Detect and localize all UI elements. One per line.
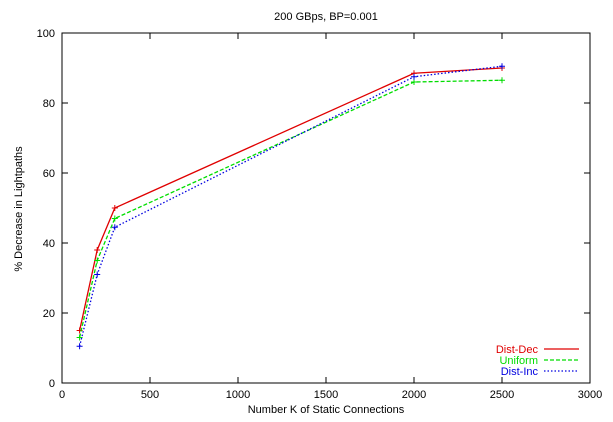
x-axis-label: Number K of Static Connections <box>248 404 405 416</box>
x-tick-label: 500 <box>141 389 159 401</box>
y-tick-label: 100 <box>37 28 55 40</box>
x-tick-label: 1500 <box>314 389 338 401</box>
series-line-dist-dec <box>78 67 503 331</box>
x-tick-label: 2500 <box>490 389 514 401</box>
y-tick-label: 20 <box>43 308 55 320</box>
data-point <box>76 334 83 341</box>
series-lines <box>76 63 505 350</box>
y-axis-label: % Decrease in Lightpaths <box>13 146 25 272</box>
series-line-uniform <box>78 79 503 338</box>
x-tick-label: 1000 <box>226 389 250 401</box>
data-point <box>94 271 101 278</box>
axis-ticks: 0 500 1000 1500 2000 2500 3000 0 20 40 60 80 100 <box>37 28 603 401</box>
legend-label: Dist-Dec <box>496 344 539 356</box>
x-tick-label: 2000 <box>402 389 426 401</box>
y-tick-label: 40 <box>43 238 55 250</box>
data-point <box>111 205 118 211</box>
legend-label: Dist-Inc <box>501 366 539 378</box>
series-line-dist-inc <box>78 65 503 347</box>
data-point <box>499 63 505 70</box>
data-point <box>94 257 101 264</box>
y-tick-label: 0 <box>49 378 55 390</box>
data-point <box>111 215 118 222</box>
plot-frame <box>61 32 591 384</box>
x-tick-label: 0 <box>59 389 65 401</box>
legend-label: Uniform <box>499 355 538 367</box>
y-tick-label: 80 <box>43 98 55 110</box>
data-point <box>499 77 505 84</box>
x-tick-label: 3000 <box>578 389 602 401</box>
data-point <box>94 247 101 253</box>
data-point <box>411 73 417 80</box>
data-point <box>111 224 118 231</box>
data-point <box>76 343 83 350</box>
data-point <box>411 79 417 85</box>
chart-title: 200 GBps, BP=0.001 <box>274 11 378 23</box>
y-tick-label: 60 <box>43 168 55 180</box>
